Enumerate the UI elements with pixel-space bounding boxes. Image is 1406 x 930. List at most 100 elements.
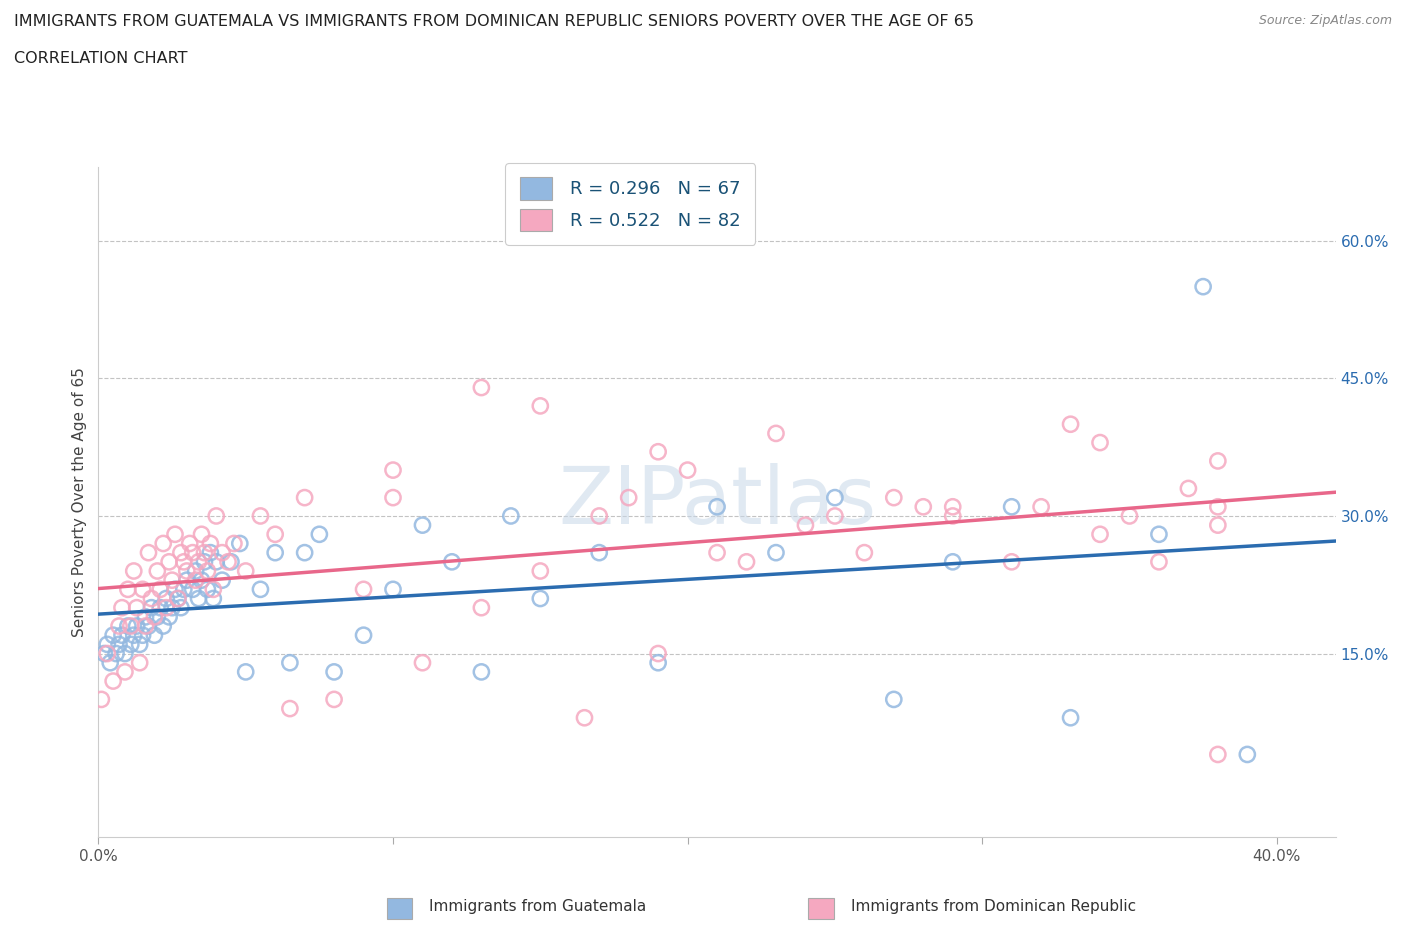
- Point: [205, 554, 228, 569]
- Point: [173, 554, 195, 569]
- Point: [706, 545, 728, 560]
- Point: [152, 618, 174, 633]
- Point: [152, 536, 174, 551]
- Point: [1088, 527, 1111, 542]
- Point: [765, 545, 787, 560]
- Point: [1206, 518, 1229, 533]
- Point: [111, 600, 134, 615]
- Point: [146, 609, 169, 624]
- Point: [200, 536, 222, 551]
- Point: [202, 591, 225, 606]
- Point: [308, 527, 330, 542]
- Point: [883, 490, 905, 505]
- Point: [824, 490, 846, 505]
- Point: [187, 554, 209, 569]
- Point: [122, 564, 145, 578]
- Point: [138, 618, 160, 633]
- Point: [353, 582, 375, 597]
- Point: [382, 582, 405, 597]
- Point: [125, 600, 148, 615]
- Point: [160, 573, 183, 588]
- Text: Source: ZipAtlas.com: Source: ZipAtlas.com: [1258, 14, 1392, 27]
- Point: [173, 582, 195, 597]
- Text: CORRELATION CHART: CORRELATION CHART: [14, 51, 187, 66]
- Text: Immigrants from Guatemala: Immigrants from Guatemala: [429, 899, 647, 914]
- Point: [470, 664, 492, 679]
- Point: [294, 545, 316, 560]
- Point: [114, 646, 136, 661]
- Point: [157, 554, 180, 569]
- Point: [111, 628, 134, 643]
- Point: [529, 398, 551, 413]
- Point: [217, 554, 239, 569]
- Point: [1118, 509, 1140, 524]
- Point: [125, 618, 148, 633]
- Point: [170, 545, 193, 560]
- Point: [794, 518, 817, 533]
- Text: ZIPatlas: ZIPatlas: [558, 463, 876, 541]
- Point: [278, 656, 301, 671]
- Point: [588, 545, 610, 560]
- Point: [264, 545, 287, 560]
- Point: [143, 628, 166, 643]
- Point: [294, 490, 316, 505]
- Point: [167, 591, 190, 606]
- Point: [470, 600, 492, 615]
- Point: [193, 554, 215, 569]
- Point: [157, 609, 180, 624]
- Point: [574, 711, 596, 725]
- Point: [249, 582, 271, 597]
- Point: [617, 490, 640, 505]
- Point: [181, 582, 204, 597]
- Point: [120, 637, 142, 652]
- Point: [219, 554, 242, 569]
- Point: [222, 536, 245, 551]
- Point: [96, 646, 118, 661]
- Point: [229, 536, 252, 551]
- Point: [1059, 417, 1081, 432]
- Point: [190, 573, 212, 588]
- Point: [122, 628, 145, 643]
- Point: [1029, 499, 1052, 514]
- Point: [647, 656, 669, 671]
- Point: [98, 656, 121, 671]
- Point: [149, 582, 172, 597]
- Point: [141, 600, 163, 615]
- Point: [1088, 435, 1111, 450]
- Point: [499, 509, 522, 524]
- Point: [1236, 747, 1258, 762]
- Point: [1192, 279, 1215, 294]
- Text: IMMIGRANTS FROM GUATEMALA VS IMMIGRANTS FROM DOMINICAN REPUBLIC SENIORS POVERTY : IMMIGRANTS FROM GUATEMALA VS IMMIGRANTS …: [14, 14, 974, 29]
- Point: [167, 591, 190, 606]
- Point: [131, 582, 153, 597]
- Point: [141, 591, 163, 606]
- Point: [1001, 554, 1024, 569]
- Point: [117, 618, 139, 633]
- Point: [105, 646, 128, 661]
- Point: [108, 637, 131, 652]
- Point: [706, 499, 728, 514]
- Point: [676, 462, 699, 477]
- Point: [176, 564, 198, 578]
- Point: [529, 591, 551, 606]
- Point: [529, 564, 551, 578]
- Point: [1059, 711, 1081, 725]
- Point: [353, 628, 375, 643]
- Point: [235, 564, 257, 578]
- Point: [883, 692, 905, 707]
- Point: [411, 656, 433, 671]
- Point: [942, 554, 965, 569]
- Legend: R = 0.296   N = 67, R = 0.522   N = 82: R = 0.296 N = 67, R = 0.522 N = 82: [505, 163, 755, 245]
- Point: [323, 692, 346, 707]
- Point: [114, 664, 136, 679]
- Point: [101, 673, 124, 688]
- Point: [942, 509, 965, 524]
- Point: [193, 545, 215, 560]
- Point: [440, 554, 463, 569]
- Point: [190, 527, 212, 542]
- Point: [647, 445, 669, 459]
- Point: [176, 573, 198, 588]
- Point: [249, 509, 271, 524]
- Y-axis label: Seniors Poverty Over the Age of 65: Seniors Poverty Over the Age of 65: [72, 367, 87, 637]
- Point: [824, 509, 846, 524]
